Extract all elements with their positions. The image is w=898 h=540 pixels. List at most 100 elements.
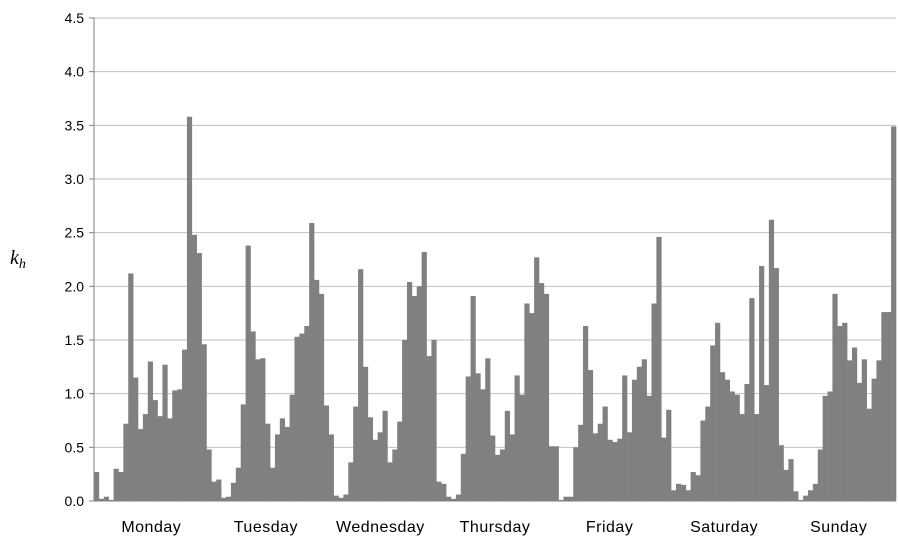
bar: [798, 499, 804, 501]
bar: [583, 326, 589, 501]
bar: [460, 453, 466, 501]
bar: [514, 375, 520, 501]
bar: [333, 495, 339, 501]
bar: [323, 405, 330, 501]
bar: [123, 423, 129, 501]
bar: [817, 449, 823, 501]
y-tick-label: 2.5: [65, 225, 85, 241]
bar: [411, 295, 418, 501]
bar: [499, 449, 506, 501]
bar: [343, 494, 349, 501]
bar: [543, 293, 550, 501]
bar: [162, 364, 168, 501]
bar: [666, 409, 672, 501]
bar: [382, 410, 388, 501]
bar: [255, 359, 261, 501]
bar: [103, 496, 109, 501]
bar: [759, 265, 765, 501]
bar: [142, 414, 149, 501]
bar: [597, 423, 603, 501]
bar: [304, 326, 310, 501]
bar: [768, 219, 775, 502]
y-tick-label: 1.0: [65, 386, 85, 402]
bar: [548, 446, 554, 501]
bar: [534, 257, 540, 501]
bar: [314, 279, 320, 501]
bar: [729, 391, 735, 501]
bar: [832, 293, 838, 501]
bar: [177, 389, 183, 501]
bar: [455, 494, 462, 501]
bar: [641, 359, 647, 501]
bar: [362, 366, 369, 501]
bar: [739, 414, 745, 501]
bar: [235, 467, 242, 501]
bar: [783, 469, 789, 501]
day-label: Saturday: [690, 519, 758, 536]
bar: [353, 406, 359, 501]
bar: [402, 340, 408, 501]
bar: [685, 490, 691, 501]
bar: [558, 499, 564, 501]
bar: [646, 395, 652, 501]
day-label: Sunday: [810, 519, 867, 536]
bar: [866, 408, 872, 501]
bar: [490, 435, 496, 501]
bar: [529, 313, 535, 501]
bar: [744, 384, 750, 501]
bar: [891, 126, 897, 501]
bar: [367, 417, 374, 501]
y-tick-label: 2.0: [65, 278, 85, 294]
bar: [793, 491, 799, 501]
bar: [822, 395, 828, 501]
bar: [631, 379, 638, 501]
y-tick-label: 3.0: [65, 171, 85, 187]
bar: [167, 418, 173, 501]
bar: [392, 449, 398, 501]
y-axis-label: kh: [10, 247, 26, 272]
bar: [196, 253, 202, 501]
bar: [573, 447, 579, 501]
bar: [617, 438, 623, 501]
bar: [152, 400, 158, 501]
bar: [338, 497, 344, 501]
bar: [108, 499, 114, 501]
gridlines: [89, 17, 896, 502]
bar: [886, 312, 892, 501]
bar: [416, 286, 422, 501]
bar: [827, 391, 833, 501]
bar: [719, 372, 726, 501]
bar: [495, 454, 501, 501]
bar: [837, 326, 843, 501]
bar: [763, 385, 770, 501]
bar: [651, 303, 657, 501]
bar: [754, 414, 760, 501]
bars: [94, 116, 897, 502]
bar: [118, 472, 124, 501]
y-tick-label: 1.5: [65, 332, 85, 348]
bar: [724, 379, 731, 501]
bar: [147, 361, 153, 501]
bar: [328, 434, 334, 501]
bar: [734, 394, 740, 501]
bar: [568, 496, 574, 501]
bar: [348, 462, 354, 501]
bar: [881, 312, 887, 501]
bar: [279, 418, 286, 501]
bar: [602, 406, 608, 501]
bar: [260, 358, 266, 501]
bar: [847, 360, 853, 501]
day-label: Friday: [586, 519, 633, 536]
bar: [441, 483, 447, 501]
bar: [675, 483, 682, 501]
bar: [612, 441, 618, 501]
bar: [851, 347, 858, 501]
bar: [778, 445, 784, 501]
bar: [680, 484, 687, 501]
bar: [656, 236, 662, 501]
bar: [138, 429, 144, 501]
bar: [749, 298, 755, 501]
bar: [690, 472, 696, 501]
bar: [226, 496, 232, 501]
